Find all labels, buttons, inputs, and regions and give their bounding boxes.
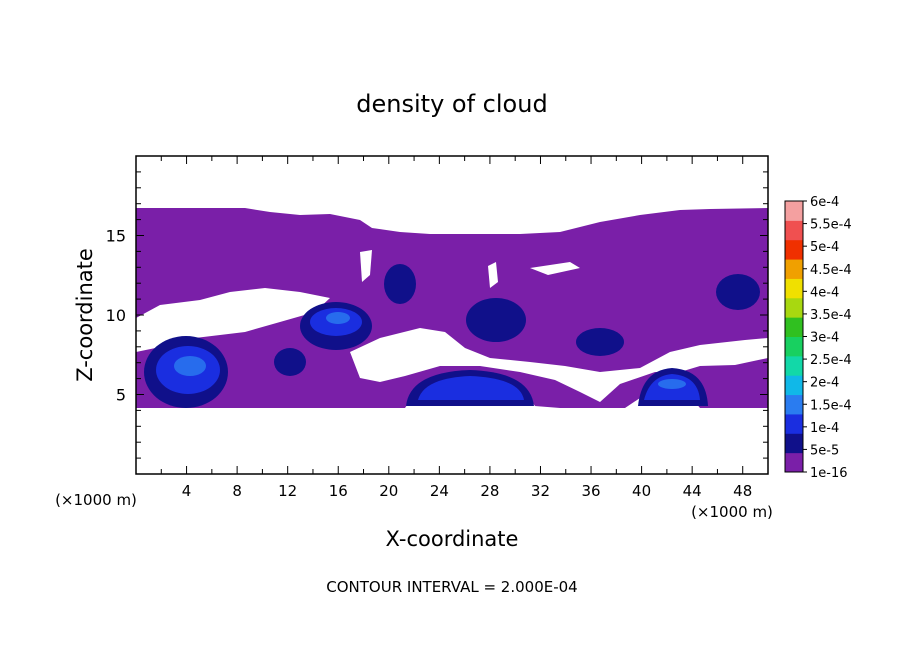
x-tick-label: 36 xyxy=(581,482,600,500)
colorbar-swatch xyxy=(785,394,803,415)
patch-1 xyxy=(274,348,306,376)
y-tick-label: 10 xyxy=(106,306,126,325)
colorbar-label: 4e-4 xyxy=(810,285,839,300)
colorbar-swatch xyxy=(785,336,803,357)
x-ticks: 4 8 12 16 20 24 28 32 36 40 44 48 xyxy=(160,156,752,500)
y-axis-label: Z-coordinate xyxy=(73,248,97,382)
core-upper-peak xyxy=(326,312,350,324)
colorbar-label: 1e-16 xyxy=(810,466,848,481)
patch-5 xyxy=(576,328,624,356)
colorbar-label: 2e-4 xyxy=(810,376,839,391)
colorbar-label: 4.5e-4 xyxy=(810,263,852,278)
colorbar-label: 3e-4 xyxy=(810,331,839,346)
colorbar-swatch xyxy=(785,297,803,318)
x-tick-label: 16 xyxy=(329,482,348,500)
x-axis-label: X-coordinate xyxy=(386,527,519,551)
core-dome-1 xyxy=(418,376,524,400)
colorbar-swatch xyxy=(785,375,803,396)
x-tick-label: 48 xyxy=(733,482,752,500)
void-center xyxy=(350,328,768,402)
x-tick-label: 4 xyxy=(182,482,192,500)
colorbar-label: 1.5e-4 xyxy=(810,398,852,413)
void-upper-gap-2 xyxy=(530,262,580,275)
patch-2 xyxy=(384,264,416,304)
x-tick-label: 28 xyxy=(480,482,499,500)
x-tick-label: 12 xyxy=(278,482,297,500)
colorbar-swatch xyxy=(785,201,803,221)
y-tick-label: 15 xyxy=(106,227,126,246)
colorbar-label: 5e-5 xyxy=(810,443,839,458)
colorbar-swatch xyxy=(785,413,803,434)
colorbar-swatch xyxy=(785,220,803,241)
colorbar: 1e-16 5e-5 1e-4 1.5e-4 2e-4 2.5e-4 3e-4 3.5e-4 4… xyxy=(784,195,852,481)
patch-4 xyxy=(716,274,760,310)
colorbar-label: 2.5e-4 xyxy=(810,353,852,368)
x-unit-left: (×1000 m) xyxy=(55,491,137,509)
chart-title: density of cloud xyxy=(356,90,547,118)
x-tick-label: 24 xyxy=(430,482,449,500)
x-tick-label: 40 xyxy=(632,482,651,500)
colorbar-swatch xyxy=(785,239,803,260)
void-left xyxy=(136,288,330,352)
colorbar-swatch xyxy=(785,355,803,376)
plot-area xyxy=(136,208,768,408)
core-dome-2-peak xyxy=(658,379,686,389)
y-tick-label: 5 xyxy=(116,386,126,405)
contour-level-1.5e-4 xyxy=(174,312,686,389)
colorbar-swatch xyxy=(785,452,803,473)
cloud-voids xyxy=(136,250,768,402)
colorbar-label: 5e-4 xyxy=(810,240,839,255)
x-unit-right: (×1000 m) xyxy=(691,503,773,521)
colorbar-swatch xyxy=(785,317,803,337)
colorbar-label: 1e-4 xyxy=(810,421,839,436)
x-tick-label: 32 xyxy=(531,482,550,500)
core-left-peak xyxy=(174,356,206,376)
colorbar-swatch xyxy=(785,433,803,454)
x-tick-label: 44 xyxy=(683,482,702,500)
colorbar-swatch xyxy=(785,278,803,299)
colorbar-label: 6e-4 xyxy=(810,195,839,210)
y-ticks: 5 10 15 xyxy=(106,171,768,459)
colorbar-swatch xyxy=(785,259,803,279)
patch-3 xyxy=(466,298,526,342)
x-tick-label: 8 xyxy=(232,482,242,500)
void-upper-gap xyxy=(360,250,372,282)
colorbar-label: 3.5e-4 xyxy=(810,308,852,323)
x-tick-label: 20 xyxy=(379,482,398,500)
colorbar-label: 5.5e-4 xyxy=(810,218,852,233)
void-notch xyxy=(488,262,498,288)
contour-interval: CONTOUR INTERVAL = 2.000E-04 xyxy=(326,578,577,596)
